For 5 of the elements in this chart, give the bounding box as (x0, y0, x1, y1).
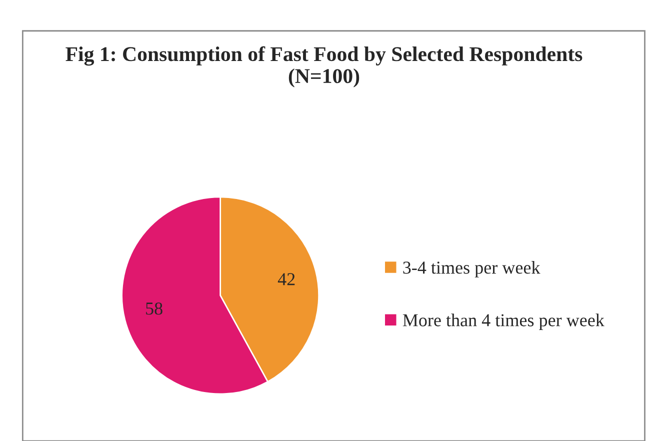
legend-label: More than 4 times per week (402, 314, 604, 330)
legend-label: 3-4 times per week (403, 261, 540, 278)
chart-title: Fig 1: Consumption of Fast Food by Selected Respondents (N=100) (66, 46, 582, 88)
data-label: 58 (146, 302, 162, 315)
data-label: 42 (278, 273, 295, 286)
